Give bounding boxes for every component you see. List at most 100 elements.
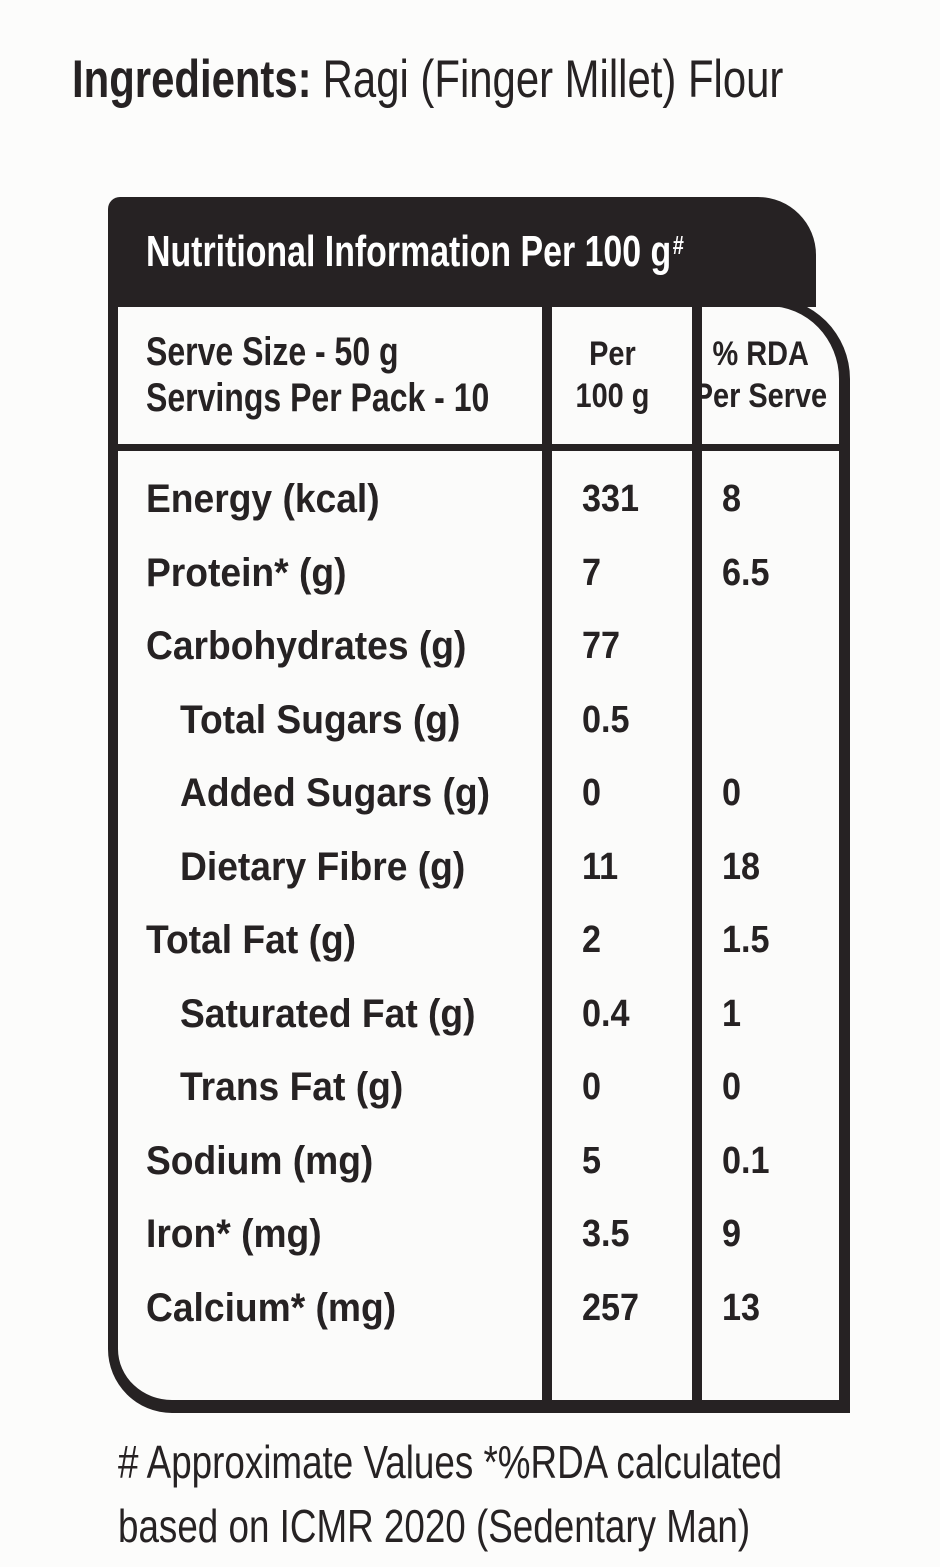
rda-cell: 18: [702, 846, 839, 889]
serve-size-text: Serve Size - 50 g: [146, 330, 399, 374]
ingredients-label: Ingredients:: [72, 50, 312, 109]
nutrient-label: Carbohydrates (g): [146, 624, 467, 669]
nutrient-label-cell: Saturated Fat (g): [118, 992, 542, 1037]
nutrient-label-cell: Total Fat (g): [118, 918, 542, 963]
per-100g-value: 11: [582, 845, 619, 888]
table-header-row: Serve Size - 50 g Servings Per Pack - 10…: [118, 306, 839, 451]
rda-value: 1.5: [722, 919, 770, 962]
nutrient-label: Calcium* (mg): [146, 1285, 397, 1330]
rda-value: 18: [722, 845, 761, 888]
per-100g-cell: 3.5: [552, 1213, 692, 1256]
rda-value: 0.1: [722, 1139, 770, 1182]
nutrition-title-band: Nutritional Information Per 100 g#: [108, 197, 816, 307]
serving-info-cell: Serve Size - 50 g Servings Per Pack - 10: [118, 329, 542, 421]
per-100g-cell: 5: [552, 1140, 692, 1183]
rda-cell: [702, 638, 839, 656]
rda-value: 1: [722, 992, 742, 1035]
rda-cell: 0.1: [702, 1140, 839, 1183]
table-row: Sodium (mg) 5 0.1: [118, 1125, 839, 1199]
table-row: Total Sugars (g) 0.5: [118, 684, 839, 758]
table-body: Energy (kcal) 331 8 Protein* (g) 7 6.5 C…: [118, 451, 839, 1345]
nutrient-label: Protein* (g): [146, 550, 347, 595]
per-100g-cell: 0.5: [552, 699, 692, 742]
rda-value: 13: [722, 1286, 761, 1329]
rda-value: 9: [722, 1213, 742, 1256]
footnote: # Approximate Values *%RDA calculated ba…: [118, 1430, 940, 1558]
nutrient-label: Added Sugars (g): [180, 771, 491, 816]
rda-value: 0: [722, 1066, 742, 1109]
rda-cell: 1.5: [702, 919, 839, 962]
table-row: Total Fat (g) 2 1.5: [118, 904, 839, 978]
nutrient-label-cell: Dietary Fibre (g): [118, 845, 542, 890]
rda-cell: [702, 711, 839, 729]
per-100g-cell: 7: [552, 552, 692, 595]
per-100g-header-line2: 100 g: [575, 377, 649, 415]
nutrient-label-cell: Added Sugars (g): [118, 771, 542, 816]
table-row: Energy (kcal) 331 8: [118, 463, 839, 537]
per-100g-value: 7: [582, 551, 602, 594]
per-100g-cell: 11: [552, 846, 692, 889]
table-row: Saturated Fat (g) 0.4 1: [118, 978, 839, 1052]
rda-cell: 1: [702, 993, 839, 1036]
rda-cell: 6.5: [702, 552, 839, 595]
per-100g-value: 0.4: [582, 992, 630, 1035]
rda-header-cell: % RDA Per Serve: [682, 333, 839, 417]
nutrition-title-text: Nutritional Information Per 100 g: [146, 227, 672, 276]
rda-cell: 8: [702, 478, 839, 521]
table-row: Carbohydrates (g) 77: [118, 610, 839, 684]
nutrient-label: Sodium (mg): [146, 1138, 374, 1183]
footnote-line1: # Approximate Values *%RDA calculated: [118, 1436, 783, 1488]
table-row: Dietary Fibre (g) 11 18: [118, 831, 839, 905]
nutrient-label: Dietary Fibre (g): [180, 844, 466, 889]
per-100g-cell: 77: [552, 625, 692, 668]
rda-cell: 9: [702, 1213, 839, 1256]
ingredients-line: Ingredients: Ragi (Finger Millet) Flour: [72, 50, 940, 109]
table-row: Added Sugars (g) 0 0: [118, 757, 839, 831]
per-100g-cell: 0: [552, 772, 692, 815]
nutrient-label: Iron* (mg): [146, 1212, 322, 1257]
table-row: Calcium* (mg) 257 13: [118, 1272, 839, 1346]
nutrient-label-cell: Iron* (mg): [118, 1212, 542, 1257]
per-100g-cell: 0: [552, 1066, 692, 1109]
per-100g-value: 77: [582, 625, 621, 668]
ingredients-value: Ragi (Finger Millet) Flour: [322, 50, 784, 109]
nutrition-table: Serve Size - 50 g Servings Per Pack - 10…: [108, 297, 850, 1413]
rda-header-line1: % RDA: [712, 335, 809, 373]
rda-value: 0: [722, 772, 742, 815]
table-row: Iron* (mg) 3.5 9: [118, 1198, 839, 1272]
rda-value: 8: [722, 478, 742, 521]
per-100g-value: 0.5: [582, 698, 630, 741]
rda-value: 6.5: [722, 551, 770, 594]
table-row: Protein* (g) 7 6.5: [118, 537, 839, 611]
rda-header-line2: Per Serve: [693, 377, 828, 415]
nutrient-label-cell: Sodium (mg): [118, 1139, 542, 1184]
rda-cell: 0: [702, 772, 839, 815]
nutrient-label-cell: Trans Fat (g): [118, 1065, 542, 1110]
nutrient-label-cell: Calcium* (mg): [118, 1286, 542, 1331]
nutrient-label: Total Sugars (g): [180, 697, 461, 742]
servings-per-pack-text: Servings Per Pack - 10: [146, 376, 490, 420]
per-100g-cell: 331: [552, 478, 692, 521]
per-100g-header-line1: Per: [588, 335, 636, 373]
per-100g-cell: 0.4: [552, 993, 692, 1036]
nutrient-label: Energy (kcal): [146, 477, 380, 522]
nutrient-label: Total Fat (g): [146, 918, 357, 963]
per-100g-value: 331: [582, 478, 640, 521]
nutrition-title: Nutritional Information Per 100 g#: [108, 230, 845, 274]
per-100g-value: 257: [582, 1286, 640, 1329]
nutrient-label: Trans Fat (g): [180, 1065, 404, 1110]
per-100g-value: 3.5: [582, 1213, 630, 1256]
nutrient-label-cell: Protein* (g): [118, 551, 542, 596]
per-100g-value: 5: [582, 1139, 602, 1182]
per-100g-cell: 257: [552, 1287, 692, 1330]
per-100g-value: 0: [582, 1066, 602, 1109]
per-100g-cell: 2: [552, 919, 692, 962]
per-100g-value: 0: [582, 772, 602, 815]
nutrient-label-cell: Total Sugars (g): [118, 698, 542, 743]
rda-cell: 0: [702, 1066, 839, 1109]
footnote-line2: based on ICMR 2020 (Sedentary Man): [118, 1500, 751, 1552]
per-100g-header-cell: Per 100 g: [552, 333, 672, 417]
approx-values-marker: #: [672, 230, 684, 260]
nutrient-label-cell: Energy (kcal): [118, 477, 542, 522]
column-divider-1: [542, 306, 552, 1400]
